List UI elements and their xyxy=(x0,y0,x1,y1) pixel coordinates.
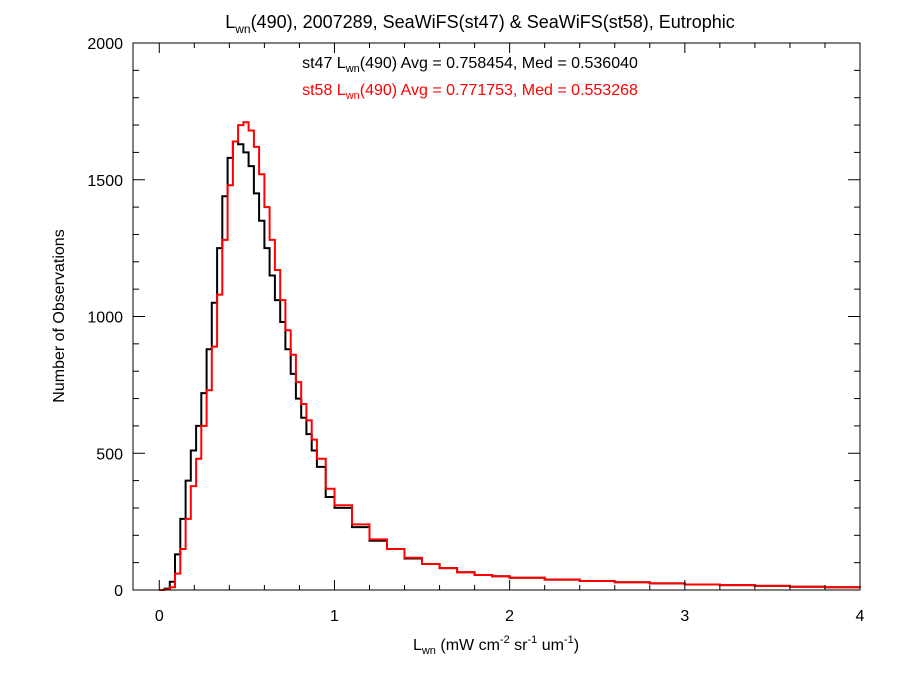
legend-entry-st58: st58 Lwn(490) Avg = 0.771753, Med = 0.55… xyxy=(302,82,638,102)
x-axis-label-part: ) xyxy=(574,637,579,654)
x-axis-label-sup: -2 xyxy=(500,634,510,646)
x-axis-label-part: (mW cm xyxy=(436,637,500,654)
x-axis-label-part: sr xyxy=(510,637,528,654)
y-tick-label: 500 xyxy=(96,446,123,463)
x-tick-label: 3 xyxy=(680,608,689,625)
x-axis-label-sup: -1 xyxy=(564,634,574,646)
y-tick-label: 1000 xyxy=(87,310,123,327)
x-tick-label: 1 xyxy=(330,608,339,625)
y-tick-label: 1500 xyxy=(87,173,123,190)
x-axis-label-sub: wn xyxy=(421,645,436,657)
x-tick-label: 2 xyxy=(505,608,514,625)
y-tick-label: 2000 xyxy=(87,36,123,53)
chart-title: Lwn(490), 2007289, SeaWiFS(st47) & SeaWi… xyxy=(225,12,735,36)
y-axis-label: Number of Observations xyxy=(51,229,68,402)
legend-entry-st47: st47 Lwn(490) Avg = 0.758454, Med = 0.53… xyxy=(302,55,638,75)
x-axis-label-sup: -1 xyxy=(527,634,537,646)
ticks-layer: 0 1 2 3 4 0 500 1000 1500 2000 xyxy=(87,36,864,625)
x-tick-label: 4 xyxy=(856,608,865,625)
x-axis-label-part: um xyxy=(537,637,564,654)
series-layer xyxy=(159,121,861,591)
y-tick-label: 0 xyxy=(114,583,123,600)
x-axis-label: Lwn (mW cm-2 sr-1 um-1) xyxy=(413,634,579,657)
x-tick-label: 0 xyxy=(155,608,164,625)
series-line-st58 xyxy=(159,121,861,591)
x-axis-label-main: L xyxy=(413,637,422,654)
series-line-st47 xyxy=(159,140,861,591)
